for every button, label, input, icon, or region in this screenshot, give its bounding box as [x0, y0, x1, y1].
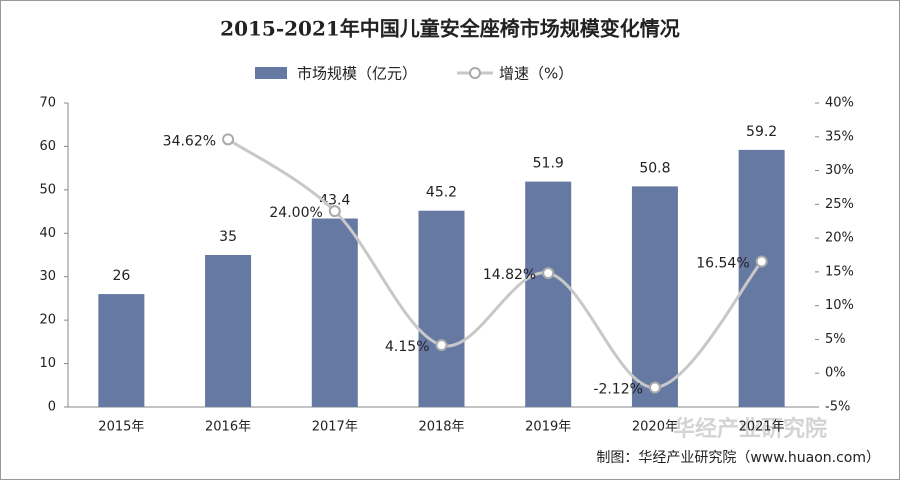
x-tick-label: 2018年	[418, 420, 464, 435]
y-tick-label: 50	[39, 182, 56, 197]
bar	[631, 186, 678, 407]
chart-title: 2015-2021年中国儿童安全座椅市场规模变化情况	[220, 17, 680, 41]
x-tick-label: 2015年	[98, 420, 144, 435]
legend-label: 增速（%）	[499, 65, 573, 83]
y2-tick-label: 10%	[825, 298, 854, 313]
y-tick-label: 60	[39, 139, 56, 154]
y-tick-label: 40	[39, 226, 56, 241]
line-point	[222, 133, 235, 146]
bar-label: 45.2	[426, 185, 457, 201]
x-tick-label: 2016年	[205, 420, 251, 435]
y2-tick-label: 35%	[825, 129, 854, 144]
bar	[311, 218, 358, 407]
y-tick-label: 10	[39, 356, 56, 371]
x-tick-label: 2020年	[632, 420, 678, 435]
bar	[418, 210, 465, 407]
y2-tick-label: 30%	[825, 163, 854, 178]
y2-tick-label: 5%	[825, 332, 846, 347]
line-point	[648, 381, 661, 394]
y-tick-label: 0	[48, 400, 56, 415]
bar-label: 50.8	[639, 160, 670, 176]
bar-label: 59.2	[746, 124, 777, 140]
bar	[98, 294, 145, 407]
y-tick-label: 70	[39, 96, 56, 111]
line-label: 16.54%	[696, 255, 749, 271]
legend-swatch	[255, 67, 287, 79]
y-tick-label: 20	[39, 313, 56, 328]
line-label: 34.62%	[163, 133, 216, 149]
bar	[205, 255, 252, 407]
line-label: -2.12%	[593, 382, 643, 398]
line-point	[542, 267, 555, 280]
line-point	[435, 339, 448, 352]
y2-tick-label: -5%	[825, 400, 850, 415]
line-point	[328, 205, 341, 218]
x-tick-label: 2017年	[312, 420, 358, 435]
bar-label: 35	[219, 229, 237, 245]
bar-label: 26	[112, 268, 130, 284]
y2-tick-label: 15%	[825, 264, 854, 279]
legend-label: 市场规模（亿元）	[297, 65, 417, 83]
y-tick-label: 30	[39, 269, 56, 284]
source: 制图：华经产业研究院（www.huaon.com）	[596, 450, 880, 466]
line-label: 14.82%	[483, 267, 536, 283]
line-label: 24.00%	[269, 205, 322, 221]
watermark: 华经产业研究院	[673, 416, 827, 442]
bar	[738, 149, 785, 407]
y2-tick-label: 20%	[825, 231, 854, 246]
x-tick-label: 2021年	[739, 420, 785, 435]
y2-tick-label: 25%	[825, 197, 854, 212]
line-label: 4.15%	[385, 339, 429, 355]
bar	[525, 181, 572, 407]
y2-tick-label: 40%	[825, 96, 854, 111]
legend-swatch	[469, 67, 482, 79]
bar-label: 51.9	[533, 156, 564, 172]
y2-tick-label: 0%	[825, 366, 846, 381]
x-tick-label: 2019年	[525, 420, 571, 435]
line-point	[755, 255, 768, 268]
